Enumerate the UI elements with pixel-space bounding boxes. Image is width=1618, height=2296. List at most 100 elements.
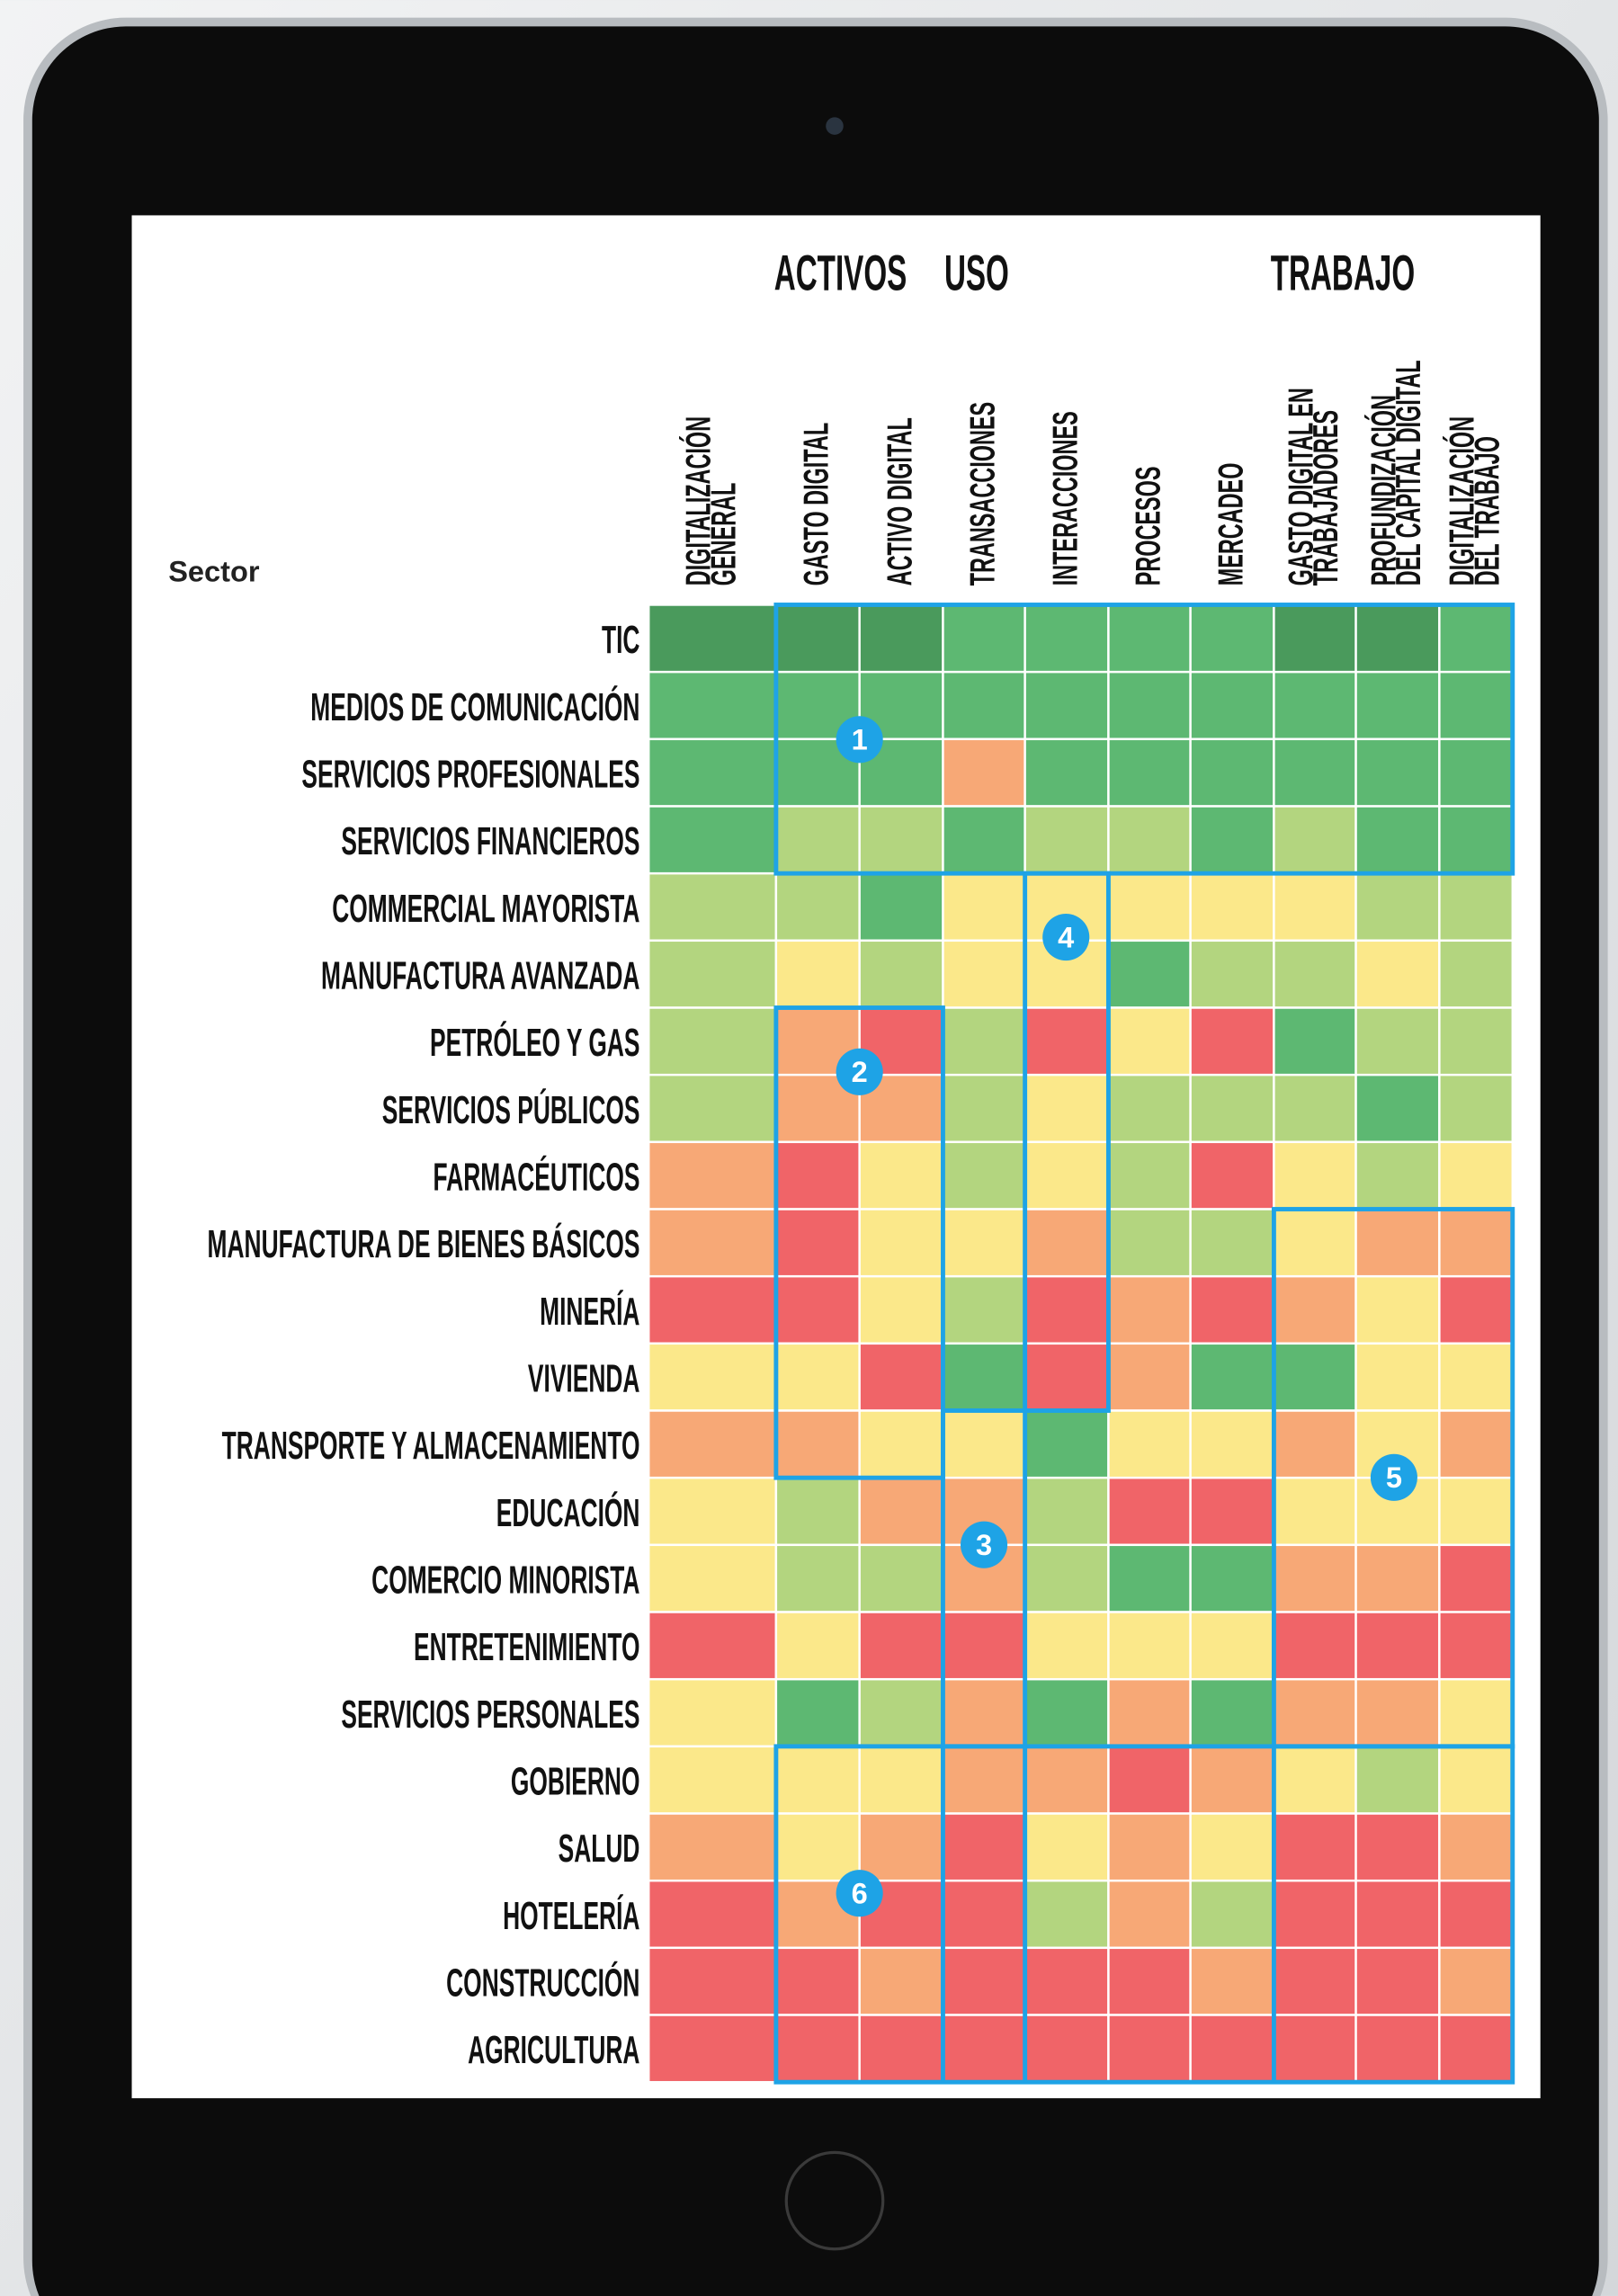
heatmap-cell xyxy=(1108,672,1190,739)
heatmap-cell xyxy=(943,1276,1024,1344)
heatmap-cell xyxy=(1274,1814,1355,1881)
heatmap-cell xyxy=(648,1881,776,1948)
heatmap-cell xyxy=(1439,1344,1512,1411)
column-header: DEL TRABAJO xyxy=(1467,436,1506,585)
column-header: INTERACCIONES xyxy=(1045,411,1085,585)
row-label: GOBIERNO xyxy=(511,1758,640,1803)
heatmap-cell xyxy=(943,941,1024,1008)
heatmap-cell xyxy=(1108,1679,1190,1747)
column-header: TRABAJADORES xyxy=(1306,410,1345,585)
heatmap-cell xyxy=(1108,1142,1190,1210)
heatmap-cell xyxy=(1108,873,1190,941)
heatmap-cell xyxy=(648,604,776,672)
row-label: COMMERCIAL MAYORISTA xyxy=(332,886,639,931)
heatmap-cell xyxy=(860,1478,943,1545)
row-label: ENTRETENIMIENTO xyxy=(414,1624,639,1669)
heatmap-cell xyxy=(1108,1210,1190,1277)
heatmap-cell xyxy=(1108,1008,1190,1076)
row-label: MEDIOS DE COMUNICACIÓN xyxy=(310,683,639,729)
heatmap-cell xyxy=(1356,941,1440,1008)
heatmap-cell xyxy=(1356,1679,1440,1747)
heatmap-cell xyxy=(1356,1210,1440,1277)
heatmap-cell xyxy=(1025,672,1109,739)
heatmap-cell xyxy=(1191,1948,1274,2015)
heatmap-cell xyxy=(1191,1747,1274,1814)
heatmap-cell xyxy=(1191,1545,1274,1613)
heatmap-cell xyxy=(1108,1344,1190,1411)
heatmap-cell xyxy=(860,2015,943,2083)
heatmap-cell xyxy=(1025,2015,1109,2083)
camera xyxy=(826,117,844,135)
heatmap-cell xyxy=(1274,672,1355,739)
heatmap-cell xyxy=(1439,672,1512,739)
group-label: TRABAJO xyxy=(1271,246,1415,301)
heatmap-cell xyxy=(1191,1075,1274,1142)
row-label: EDUCACIÓN xyxy=(496,1489,640,1535)
heatmap-cell xyxy=(1025,739,1109,807)
row-label: MINERÍA xyxy=(540,1289,639,1334)
heatmap-cell xyxy=(860,604,943,672)
marker-number: 4 xyxy=(1058,921,1074,953)
heatmap-cell xyxy=(1439,1008,1512,1076)
heatmap-cell xyxy=(648,1814,776,1881)
heatmap-cell xyxy=(943,672,1024,739)
heatmap-cell xyxy=(1108,1948,1190,2015)
heatmap-cell xyxy=(648,1948,776,2015)
heatmap-cell xyxy=(943,1747,1024,1814)
heatmap-cell xyxy=(1274,1613,1355,1680)
group-label: ACTIVOS xyxy=(774,246,907,301)
row-label: HOTELERÍA xyxy=(503,1893,639,1938)
heatmap-cell xyxy=(1025,1478,1109,1545)
heatmap-cell xyxy=(1274,1411,1355,1479)
heatmap-cell xyxy=(648,1075,776,1142)
heatmap-cell xyxy=(1356,873,1440,941)
heatmap-cell xyxy=(943,1075,1024,1142)
heatmap-cell xyxy=(1274,1075,1355,1142)
heatmap-cell xyxy=(776,1411,860,1479)
heatmap-cell xyxy=(860,941,943,1008)
row-label: MANUFACTURA AVANZADA xyxy=(321,952,639,997)
heatmap-cell xyxy=(776,873,860,941)
heatmap-cell xyxy=(1439,1478,1512,1545)
heatmap-cell xyxy=(1439,1613,1512,1680)
heatmap-cell xyxy=(1274,2015,1355,2083)
heatmap-cell xyxy=(1356,1276,1440,1344)
heatmap-cell xyxy=(1274,739,1355,807)
heatmap-cell xyxy=(943,1613,1024,1680)
heatmap-cell xyxy=(943,806,1024,873)
heatmap-cell xyxy=(1274,1478,1355,1545)
heatmap-cell xyxy=(1274,1210,1355,1277)
heatmap-cell xyxy=(1025,1276,1109,1344)
heatmap-cell xyxy=(1191,1478,1274,1545)
heatmap-cell xyxy=(860,1545,943,1613)
heatmap-cell xyxy=(943,1142,1024,1210)
heatmap-cell xyxy=(776,604,860,672)
column-header: GASTO DIGITAL xyxy=(796,423,836,585)
heatmap-cell xyxy=(1108,1411,1190,1479)
heatmap-cell xyxy=(1439,806,1512,873)
heatmap-cell xyxy=(1191,1344,1274,1411)
heatmap-cell xyxy=(648,1545,776,1613)
heatmap-cell xyxy=(776,806,860,873)
row-label: FARMACÉUTICOS xyxy=(434,1154,640,1199)
heatmap-cell xyxy=(943,1411,1024,1479)
heatmap-cell xyxy=(943,1814,1024,1881)
row-label: SERVICIOS FINANCIEROS xyxy=(341,818,639,863)
heatmap-cell xyxy=(1439,1747,1512,1814)
heatmap-cell xyxy=(1025,1008,1109,1076)
column-header: ACTIVO DIGITAL xyxy=(880,417,919,585)
heatmap-cell xyxy=(943,739,1024,807)
heatmap-cell xyxy=(648,1411,776,1479)
heatmap-cell xyxy=(1356,1344,1440,1411)
heatmap-cell xyxy=(1108,739,1190,807)
heatmap-cell xyxy=(1439,739,1512,807)
heatmap-cell xyxy=(1191,1142,1274,1210)
heatmap-cell xyxy=(1356,1814,1440,1881)
heatmap-cell xyxy=(1191,1276,1274,1344)
heatmap-cell xyxy=(776,1142,860,1210)
heatmap-cell xyxy=(776,1613,860,1680)
heatmap-cell xyxy=(776,1545,860,1613)
heatmap-cell xyxy=(1025,1881,1109,1948)
heatmap-cell xyxy=(1108,941,1190,1008)
heatmap-cell xyxy=(1274,1881,1355,1948)
